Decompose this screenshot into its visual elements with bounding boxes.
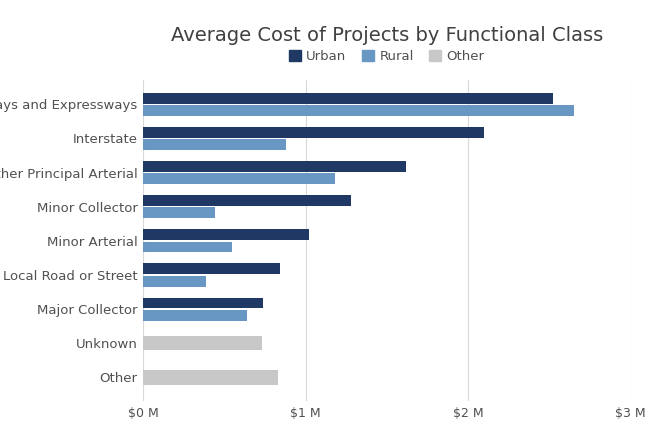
Bar (143, 310, 247, 321)
Bar (143, 207, 214, 218)
Bar (143, 161, 406, 172)
Bar (143, 229, 309, 240)
Bar (143, 370, 278, 384)
Bar (143, 139, 286, 150)
Bar (143, 336, 261, 351)
Bar (143, 93, 552, 103)
Bar (143, 297, 263, 309)
Bar (143, 127, 484, 138)
Bar (143, 105, 573, 116)
Bar (143, 173, 335, 184)
Bar (143, 242, 233, 252)
Bar (143, 276, 207, 287)
Title: Average Cost of Projects by Functional Class: Average Cost of Projects by Functional C… (170, 26, 603, 45)
Legend: Urban, Rural, Other: Urban, Rural, Other (283, 45, 490, 69)
Bar (143, 195, 351, 206)
Bar (143, 264, 280, 274)
